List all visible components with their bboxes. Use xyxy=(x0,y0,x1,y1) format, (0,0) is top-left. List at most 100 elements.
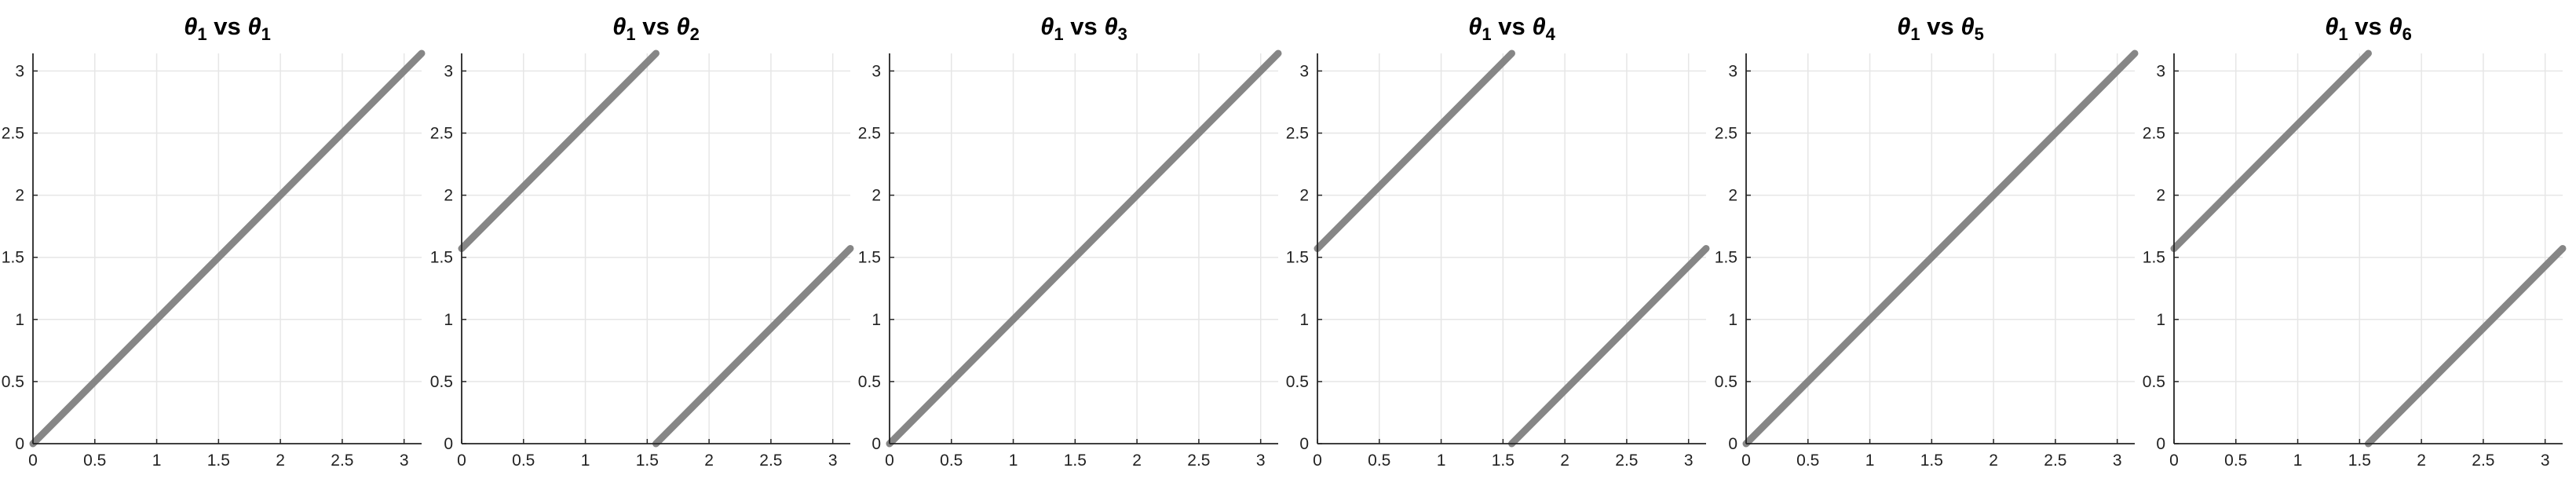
y-tick-label: 2.5 xyxy=(2,124,24,142)
x-tick-label: 2.5 xyxy=(1615,452,1638,470)
subplot-title: θ1 vs θ5 xyxy=(1897,13,1984,44)
x-tick-label: 0 xyxy=(1313,452,1322,470)
y-tick-label: 2.5 xyxy=(2143,124,2165,142)
y-tick-label: 0 xyxy=(15,435,24,453)
subplot-title: θ1 vs θ4 xyxy=(1468,13,1556,44)
y-tick-label: 1 xyxy=(1299,311,1309,329)
y-tick-label: 0 xyxy=(1728,435,1737,453)
x-tick-label: 2 xyxy=(1989,452,1998,470)
y-tick-label: 0.5 xyxy=(2143,373,2165,391)
y-tick-label: 2 xyxy=(871,187,881,205)
y-tick-label: 0 xyxy=(2156,435,2165,453)
x-tick-label: 1 xyxy=(1009,452,1018,470)
y-tick-label: 0 xyxy=(1299,435,1309,453)
grid xyxy=(1745,53,2135,444)
subplot-title: θ1 vs θ2 xyxy=(612,13,700,44)
x-tick-label: 0 xyxy=(2169,452,2179,470)
x-tick-label: 2 xyxy=(276,452,285,470)
subplot-title: θ1 vs θ6 xyxy=(2325,13,2412,44)
x-tick-label: 0 xyxy=(457,452,466,470)
subplot-title: θ1 vs θ1 xyxy=(184,13,271,44)
y-tick-label: 2 xyxy=(2156,187,2165,205)
x-tick-label: 2.5 xyxy=(2044,452,2066,470)
grid xyxy=(461,53,850,444)
x-tick-label: 1.5 xyxy=(1492,452,1515,470)
x-tick-label: 3 xyxy=(828,452,838,470)
x-tick-label: 2 xyxy=(1132,452,1142,470)
y-tick-label: 0.5 xyxy=(2,373,24,391)
y-tick-label: 2 xyxy=(1299,187,1309,205)
y-tick-label: 1.5 xyxy=(2,249,24,267)
x-tick-label: 0.5 xyxy=(512,452,535,470)
x-tick-label: 3 xyxy=(400,452,409,470)
x-tick-label: 2.5 xyxy=(2472,452,2494,470)
x-tick-label: 3 xyxy=(1684,452,1694,470)
subplot-title: θ1 vs θ3 xyxy=(1040,13,1127,44)
x-tick-label: 1 xyxy=(1437,452,1446,470)
x-tick-label: 1 xyxy=(1865,452,1875,470)
y-tick-label: 3 xyxy=(1728,62,1737,80)
y-tick-label: 1.5 xyxy=(1715,249,1737,267)
data-series-1 xyxy=(1742,49,2139,448)
subplot-5: 0 0.5 1 1.5 2 2.5 3 0 0.5 1 1.5 2 2.5 3 θ1 vs θ5 xyxy=(1715,13,2139,470)
y-tick-label: 2 xyxy=(1728,187,1737,205)
x-tick-label: 1 xyxy=(581,452,590,470)
x-tick-label: 2.5 xyxy=(759,452,782,470)
y-tick-label: 0.5 xyxy=(430,373,453,391)
x-tick-label: 2 xyxy=(704,452,714,470)
x-tick-label: 0.5 xyxy=(1796,452,1819,470)
data-series-1 xyxy=(458,49,660,252)
data-series-1 xyxy=(886,49,1282,448)
y-tick-label: 3 xyxy=(2156,62,2165,80)
x-tick-label: 1.5 xyxy=(1064,452,1087,470)
y-tick-label: 1.5 xyxy=(2143,249,2165,267)
x-tick-label: 1 xyxy=(152,452,162,470)
grid xyxy=(1317,53,1706,444)
subplot-6: 0 0.5 1 1.5 2 2.5 3 0 0.5 1 1.5 2 2.5 3 θ1 vs θ6 xyxy=(2143,13,2567,470)
x-tick-label: 3 xyxy=(2113,452,2122,470)
x-tick-label: 2 xyxy=(2417,452,2426,470)
x-tick-label: 2.5 xyxy=(1187,452,1210,470)
x-tick-label: 0.5 xyxy=(940,452,963,470)
y-tick-label: 3 xyxy=(15,62,24,80)
y-tick-label: 1 xyxy=(444,311,453,329)
x-tick-label: 2 xyxy=(1560,452,1569,470)
subplot-3: 0 0.5 1 1.5 2 2.5 3 0 0.5 1 1.5 2 2.5 3 θ1 vs θ3 xyxy=(858,13,1282,470)
y-tick-label: 2.5 xyxy=(858,124,881,142)
y-tick-label: 1 xyxy=(1728,311,1737,329)
x-tick-label: 2.5 xyxy=(331,452,353,470)
y-tick-label: 1 xyxy=(871,311,881,329)
y-tick-label: 2 xyxy=(15,187,24,205)
data-series-1 xyxy=(1314,49,1515,252)
y-tick-label: 2.5 xyxy=(1715,124,1737,142)
subplot-1: 0 0.5 1 1.5 2 2.5 3 0 0.5 1 1.5 2 2.5 3 θ1 vs θ1 xyxy=(2,13,426,470)
x-tick-label: 0.5 xyxy=(2224,452,2247,470)
x-tick-label: 0 xyxy=(28,452,38,470)
y-tick-label: 0.5 xyxy=(858,373,881,391)
x-tick-label: 1.5 xyxy=(207,452,230,470)
subplot-4: 0 0.5 1 1.5 2 2.5 3 0 0.5 1 1.5 2 2.5 3 θ1 vs θ4 xyxy=(1286,13,1710,470)
x-tick-label: 1.5 xyxy=(2348,452,2371,470)
y-tick-label: 2.5 xyxy=(1286,124,1309,142)
y-tick-label: 0.5 xyxy=(1286,373,1309,391)
data-series-1 xyxy=(2170,49,2372,252)
y-tick-label: 1 xyxy=(15,311,24,329)
y-tick-label: 3 xyxy=(1299,62,1309,80)
x-tick-label: 1.5 xyxy=(1920,452,1943,470)
data-series-2 xyxy=(2365,245,2567,448)
y-tick-label: 3 xyxy=(444,62,453,80)
y-tick-label: 2 xyxy=(444,187,453,205)
x-tick-label: 3 xyxy=(1256,452,1266,470)
x-tick-label: 0.5 xyxy=(83,452,106,470)
y-tick-label: 1.5 xyxy=(1286,249,1309,267)
data-series-2 xyxy=(1508,245,1710,448)
x-tick-label: 0.5 xyxy=(1368,452,1390,470)
x-tick-label: 0 xyxy=(1741,452,1751,470)
y-tick-label: 1.5 xyxy=(430,249,453,267)
data-series-1 xyxy=(29,49,426,448)
y-tick-label: 0.5 xyxy=(1715,373,1737,391)
subplot-2: 0 0.5 1 1.5 2 2.5 3 0 0.5 1 1.5 2 2.5 3 θ1 vs θ2 xyxy=(430,13,854,470)
data-series-2 xyxy=(652,245,854,448)
grid xyxy=(2173,53,2563,444)
